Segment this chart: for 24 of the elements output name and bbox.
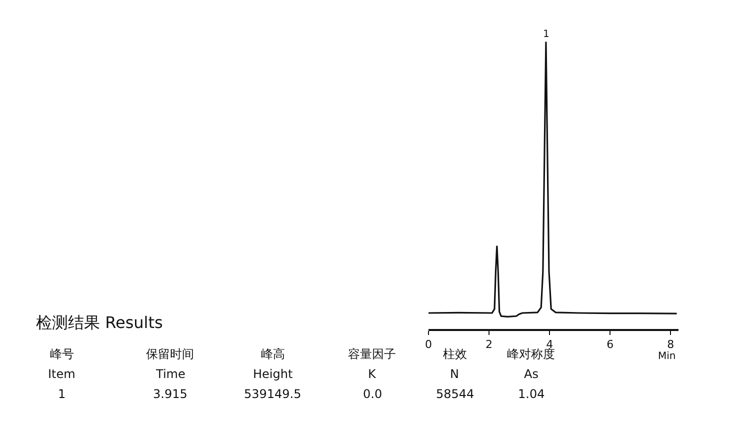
text: K <box>368 367 377 381</box>
x-tick-label: 0 <box>425 338 432 352</box>
text: 539149.5 <box>244 387 302 401</box>
text: 峰号 <box>50 347 74 361</box>
text: 58544 <box>436 387 474 401</box>
text: N <box>450 367 459 381</box>
text: 保留时间 <box>146 347 194 361</box>
x-tick-label: 6 <box>606 338 614 352</box>
text: 容量因子 <box>348 347 396 361</box>
text: Height <box>253 367 293 381</box>
annotation: 1 <box>543 29 550 40</box>
text: 柱效 <box>443 347 467 361</box>
text: Time <box>155 367 186 381</box>
text: Item <box>48 367 76 381</box>
x-tick-label: 2 <box>486 338 493 352</box>
text: 峰高 <box>261 347 285 361</box>
x-tick-label: 8 <box>667 338 674 352</box>
text: 1 <box>58 387 66 401</box>
text: 1.04 <box>518 387 545 401</box>
text: 3.915 <box>153 387 188 401</box>
text: As <box>524 367 538 381</box>
text: 0.0 <box>363 387 382 401</box>
text: 检测结果 Results <box>36 313 163 332</box>
x-axis-title: Min <box>658 351 676 362</box>
